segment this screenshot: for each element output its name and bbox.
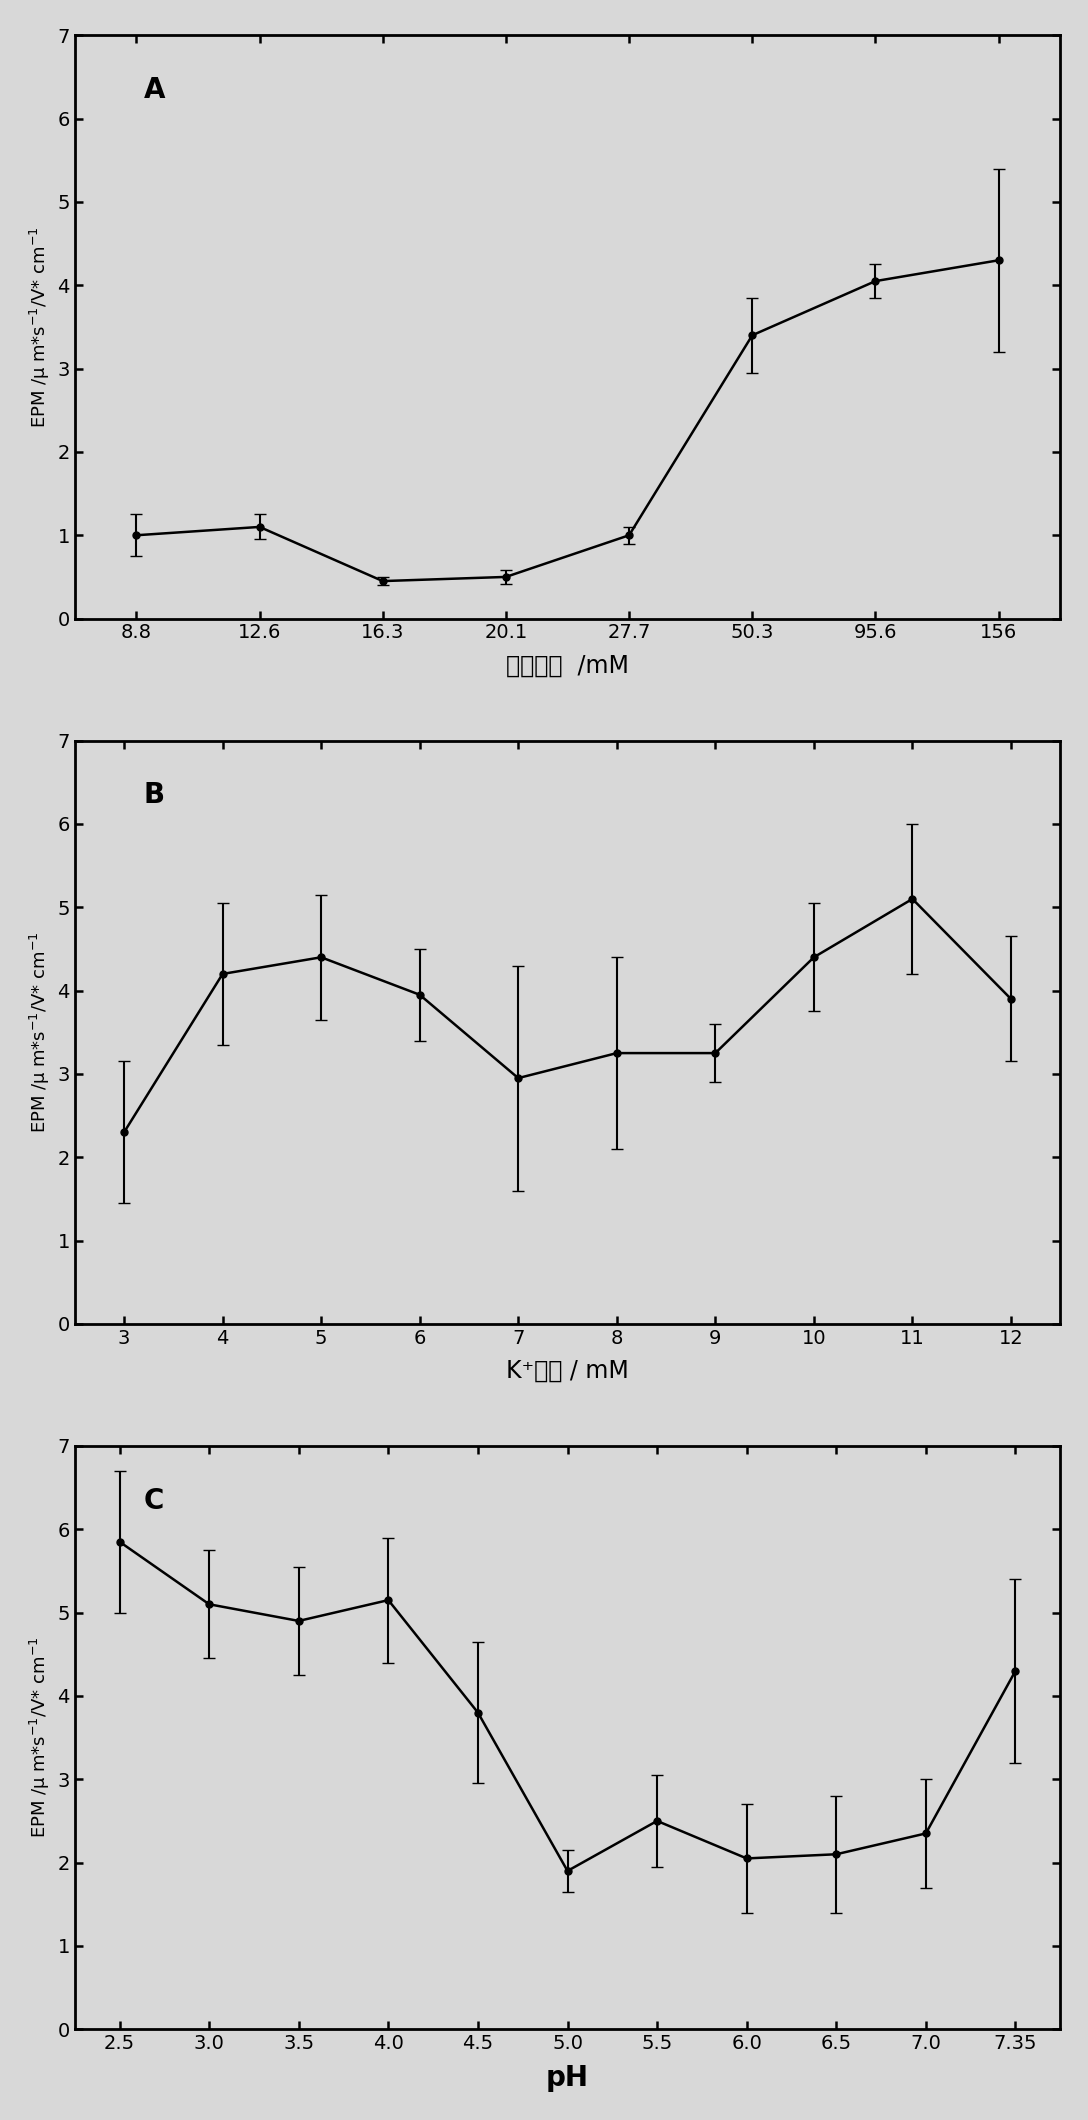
Text: A: A	[144, 76, 165, 104]
X-axis label: pH: pH	[546, 2065, 589, 2092]
X-axis label: 离子强度  /mM: 离子强度 /mM	[506, 653, 629, 678]
X-axis label: K⁺强度 / mM: K⁺强度 / mM	[506, 1359, 629, 1382]
Text: B: B	[144, 782, 165, 810]
Y-axis label: EPM /μ m*s$^{-1}$/V* cm$^{-1}$: EPM /μ m*s$^{-1}$/V* cm$^{-1}$	[28, 931, 52, 1132]
Y-axis label: EPM /μ m*s$^{-1}$/V* cm$^{-1}$: EPM /μ m*s$^{-1}$/V* cm$^{-1}$	[28, 1637, 52, 1838]
Y-axis label: EPM /μ m*s$^{-1}$/V* cm$^{-1}$: EPM /μ m*s$^{-1}$/V* cm$^{-1}$	[28, 227, 52, 428]
Text: C: C	[144, 1486, 164, 1516]
